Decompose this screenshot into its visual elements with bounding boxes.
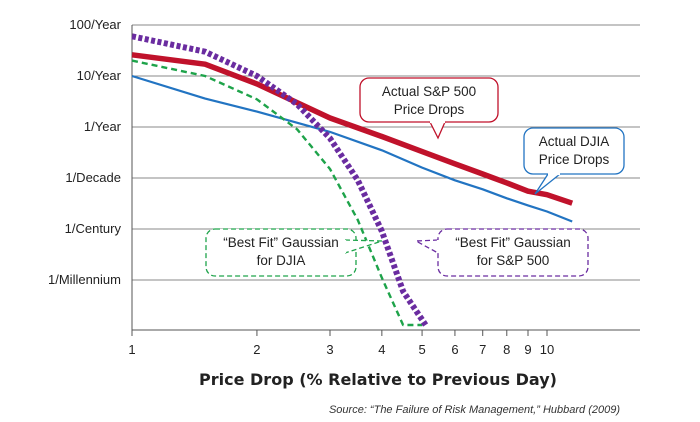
sp500-actual-line [131, 52, 574, 206]
x-axis-label: Price Drop (% Relative to Previous Day) [199, 370, 557, 389]
x-tick-label: 5 [418, 342, 425, 357]
series-lines [131, 33, 574, 327]
callout-text: Actual S&P 500 [382, 84, 476, 99]
callout-text: Actual DJIA [539, 134, 610, 149]
djia-actual-line [131, 74, 573, 223]
y-tick-label: 1/Decade [65, 170, 121, 185]
x-tick-label: 3 [326, 342, 333, 357]
callout-box [359, 77, 499, 123]
djia-actual-callout: Actual DJIA Price Drops [523, 127, 625, 195]
sp500-actual-callout: Actual S&P 500 Price Drops [359, 77, 499, 140]
x-tick-label: 2 [253, 342, 260, 357]
callout-box [523, 127, 625, 175]
sp500-gaussian-line [131, 33, 429, 327]
x-tick-label: 1 [128, 342, 135, 357]
x-tick-label: 4 [378, 342, 385, 357]
djia-gaussian-callout: “Best Fit” Gaussian for DJIA [205, 228, 383, 277]
callout-pointer [429, 121, 446, 140]
y-tick-label: 100/Year [69, 17, 121, 32]
djia-gaussian-line [131, 59, 423, 327]
x-tick-label: 8 [503, 342, 510, 357]
callout-pointer [344, 239, 383, 254]
sp500-gaussian-callout: “Best Fit” Gaussian for S&P 500 [413, 228, 589, 277]
callout-text: for S&P 500 [477, 253, 550, 268]
x-tick-label: 6 [451, 342, 458, 357]
callout-pointer [413, 239, 439, 254]
callout-box [437, 228, 589, 277]
y-tick-label: 1/Millennium [48, 272, 121, 287]
y-tick-label: 10/Year [77, 68, 122, 83]
x-tick-label: 10 [540, 342, 554, 357]
callout-pointer [534, 173, 561, 195]
y-axis-ticks: 100/Year 10/Year 1/Year 1/Decade 1/Century 1/… [48, 17, 122, 287]
x-axis-ticks: 1 2 3 4 5 6 7 8 9 10 [128, 330, 554, 357]
x-tick-label: 9 [524, 342, 531, 357]
callout-text: for DJIA [257, 253, 306, 268]
x-tick-label: 7 [479, 342, 486, 357]
callout-text: Price Drops [394, 102, 465, 117]
axes [131, 25, 640, 331]
y-tick-label: 1/Century [65, 221, 122, 236]
annotations: Actual S&P 500 Price Drops Actual DJIA Pric… [205, 77, 625, 277]
source-note: Source: “The Failure of Risk Management,… [329, 404, 620, 416]
callout-text: Price Drops [539, 152, 610, 167]
y-tick-label: 1/Year [84, 119, 122, 134]
callout-text: “Best Fit” Gaussian [223, 235, 339, 250]
callout-box [205, 228, 357, 277]
callout-text: “Best Fit” Gaussian [455, 235, 571, 250]
